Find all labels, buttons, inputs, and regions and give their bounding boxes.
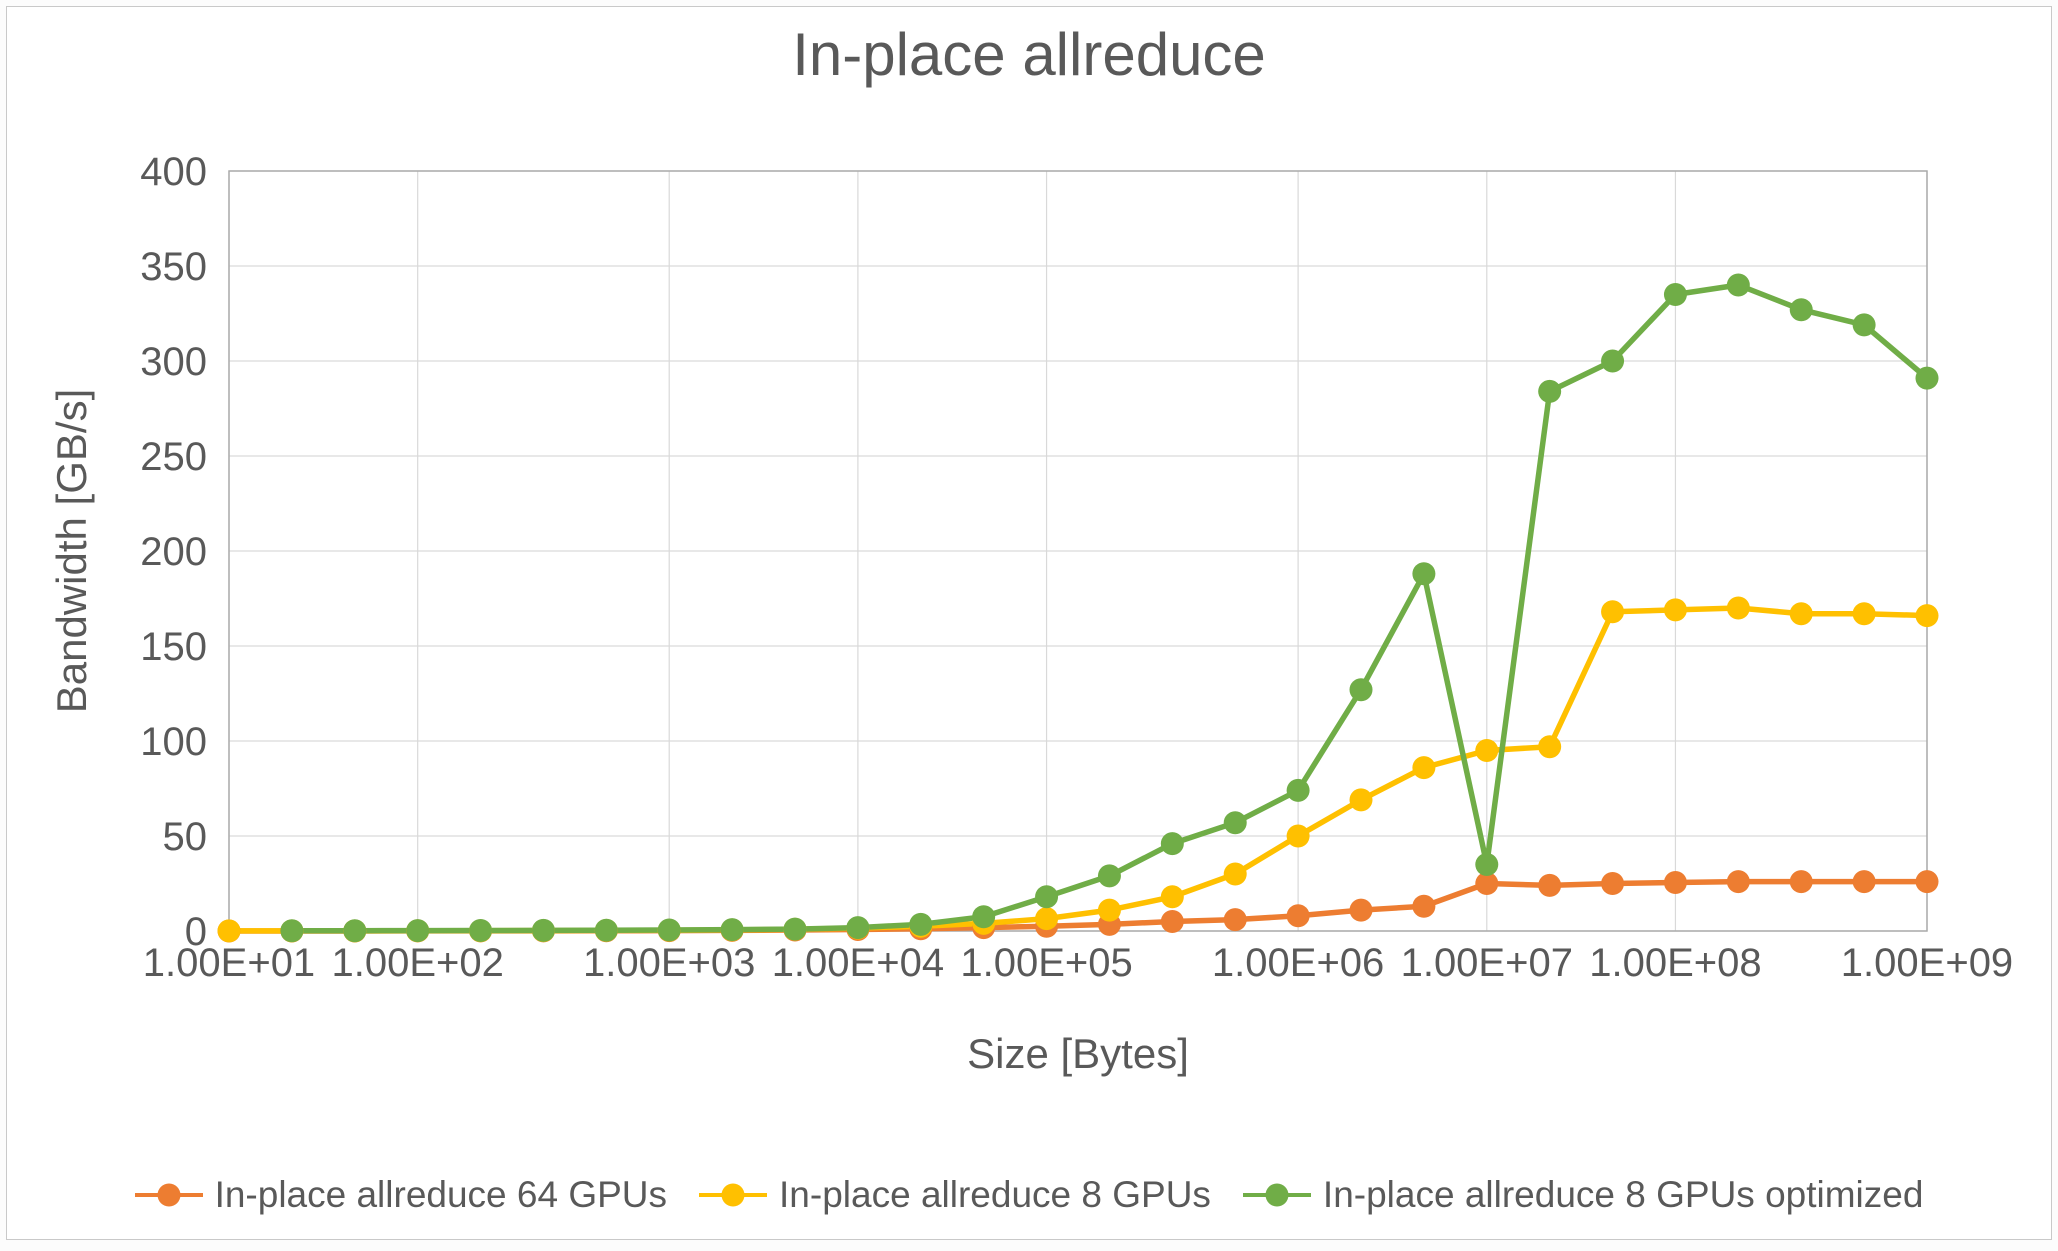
svg-text:50: 50	[163, 815, 208, 859]
svg-text:300: 300	[140, 340, 207, 384]
svg-text:1.00E+02: 1.00E+02	[331, 941, 503, 985]
svg-text:1.00E+08: 1.00E+08	[1589, 941, 1761, 985]
svg-text:100: 100	[140, 720, 207, 764]
svg-text:350: 350	[140, 245, 207, 289]
svg-text:1.00E+07: 1.00E+07	[1401, 941, 1573, 985]
svg-text:250: 250	[140, 435, 207, 479]
svg-text:400: 400	[140, 150, 207, 194]
svg-text:200: 200	[140, 530, 207, 574]
svg-text:1.00E+09: 1.00E+09	[1841, 941, 2013, 985]
svg-text:1.00E+04: 1.00E+04	[772, 941, 944, 985]
svg-text:Size [Bytes]: Size [Bytes]	[967, 1030, 1189, 1077]
svg-text:Bandwidth [GB/s]: Bandwidth [GB/s]	[48, 389, 95, 714]
svg-text:1.00E+01: 1.00E+01	[143, 941, 315, 985]
svg-text:1.00E+03: 1.00E+03	[583, 941, 755, 985]
svg-text:1.00E+05: 1.00E+05	[960, 941, 1132, 985]
svg-text:1.00E+06: 1.00E+06	[1212, 941, 1384, 985]
svg-text:150: 150	[140, 625, 207, 669]
